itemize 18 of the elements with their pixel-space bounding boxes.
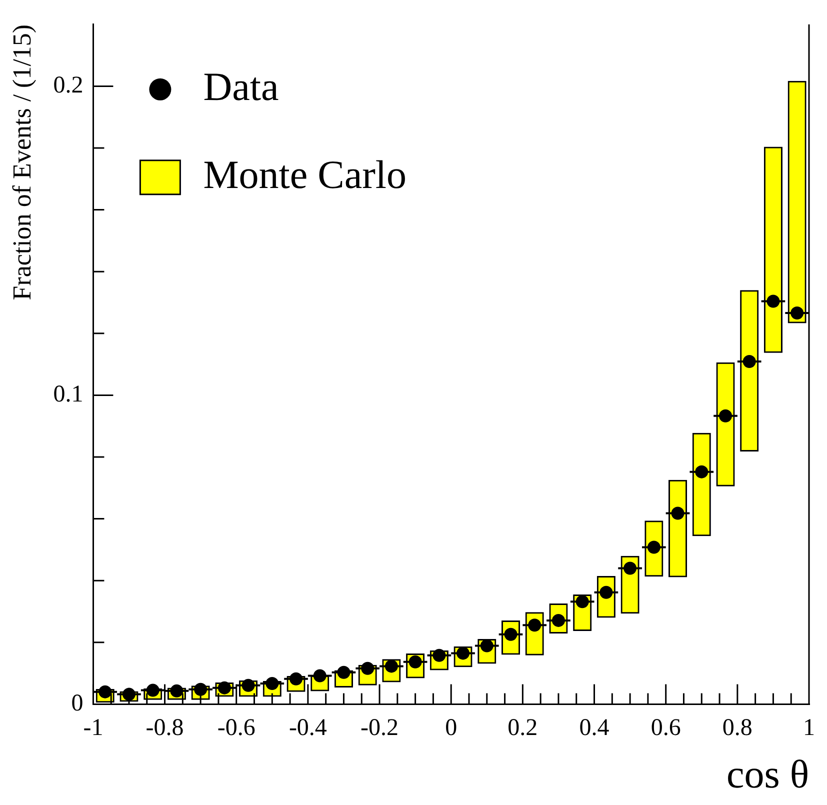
y-tick-label: 0.2	[53, 72, 84, 98]
x-axis-title: cos θ	[726, 752, 809, 796]
x-tick-label: 1	[803, 714, 815, 741]
x-tick-label: -0.2	[360, 714, 399, 741]
y-axis-title: Fraction of Events / (1/15)	[7, 24, 36, 300]
x-tick-label: 0	[445, 714, 458, 741]
x-tick-label: -0.4	[288, 714, 327, 741]
y-tick-label: 0	[71, 690, 84, 716]
x-tick-label: 0.4	[579, 714, 610, 741]
x-tick-label: -0.6	[217, 714, 256, 741]
x-tick-label: -0.8	[146, 714, 184, 741]
legend-label: Monte Carlo	[203, 152, 407, 197]
x-tick-label: 0.6	[650, 714, 681, 741]
x-tick-label: 0.8	[722, 714, 752, 741]
x-tick-label: -1	[83, 714, 104, 741]
x-tick-label: 0.2	[508, 714, 538, 741]
y-tick-label: 0.1	[53, 381, 84, 408]
legend-label: Data	[203, 64, 279, 109]
